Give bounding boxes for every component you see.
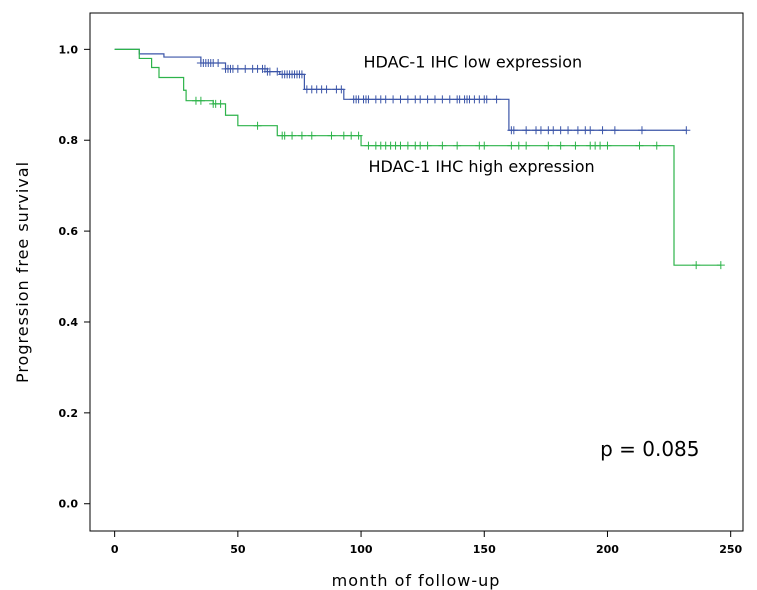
censor-mark [265,67,274,76]
censor-mark [216,99,225,108]
censor-mark [381,95,390,104]
x-tick-label: 150 [473,543,496,556]
censor-mark [389,95,398,104]
censor-mark [598,126,607,135]
x-tick-label: 250 [719,543,742,556]
censor-mark [297,131,306,140]
censor-mark [549,126,558,135]
y-axis-title: Progression free survival [13,161,32,383]
censor-mark [692,261,701,270]
censor-mark [610,126,619,135]
censor-mark [514,141,523,150]
censor-mark [586,126,595,135]
x-tick-label: 0 [111,543,119,556]
y-axis: 0.0 0.2 0.4 0.6 0.8 1.0 [59,43,90,511]
censor-mark [522,141,531,150]
censor-mark [573,126,582,135]
censor-mark [536,126,545,135]
x-tick-label: 200 [596,543,619,556]
censor-mark [438,141,447,150]
censor-mark [482,95,491,104]
censor-mark [364,95,373,104]
p-value-label: p = 0.085 [600,437,699,461]
censor-mark [233,64,242,73]
censor-mark [453,141,462,150]
censor-mark [556,126,565,135]
censor-mark [322,85,331,94]
censor-mark [596,141,605,150]
censor-mark [556,141,565,150]
censor-mark [430,95,439,104]
censor-mark [196,96,205,105]
censor-mark [280,131,289,140]
censor-mark [273,67,282,76]
censor-mark [544,141,553,150]
censor-mark [396,141,405,150]
censor-mark [507,141,516,150]
censor-mark [571,141,580,150]
x-tick-label: 50 [230,543,246,556]
censor-mark [637,126,646,135]
censor-mark [635,141,644,150]
x-tick-label: 100 [350,543,373,556]
censor-mark [403,95,412,104]
censor-mark [214,58,223,67]
censor-mark [403,141,412,150]
low-expression-label: HDAC-1 IHC low expression [364,53,583,72]
censor-mark [339,131,348,140]
censor-mark [438,95,447,104]
y-tick-label: 0.6 [59,225,79,238]
censor-mark [253,121,262,130]
censor-mark [337,85,346,94]
y-tick-label: 1.0 [59,43,79,56]
censor-mark [347,131,356,140]
x-axis: 0 50 100 150 200 250 [111,531,743,556]
plot-frame [89,12,744,532]
censor-mark [445,95,454,104]
censor-mark [564,126,573,135]
censor-mark [423,141,432,150]
censor-mark [480,141,489,150]
censor-mark [423,95,432,104]
censor-mark [297,70,306,79]
censor-mark [416,95,425,104]
y-tick-label: 0.2 [59,407,79,420]
censor-mark [241,64,250,73]
series-layer [114,48,725,270]
y-tick-label: 0.0 [59,498,79,511]
censor-mark [522,126,531,135]
y-tick-label: 0.4 [59,316,79,329]
censor-mark [416,141,425,150]
censor-mark [307,131,316,140]
censor-mark [509,126,518,135]
censor-mark [716,261,725,270]
censor-mark [327,131,336,140]
y-tick-label: 0.8 [59,134,79,147]
censor-mark [603,141,612,150]
censor-mark [354,131,363,140]
censor-mark [652,141,661,150]
censor-mark [288,131,297,140]
high-expression-label: HDAC-1 IHC high expression [368,157,594,176]
x-axis-title: month of follow-up [332,571,501,590]
censor-mark [492,95,501,104]
censor-mark [682,126,691,135]
censor-mark [364,141,373,150]
censor-mark [396,95,405,104]
